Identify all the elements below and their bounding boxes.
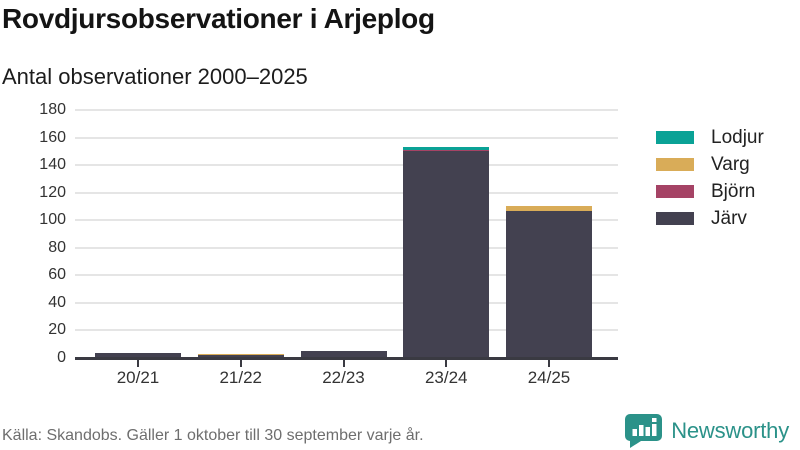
y-tick-label: 120 [39,183,66,201]
chart-subtitle: Antal observationer 2000–2025 [2,64,308,89]
y-tick-label: 100 [39,211,66,229]
legend-label: Järv [711,207,747,229]
legend: Lodjur Varg Björn Järv [656,127,764,229]
y-tick-label: 160 [39,128,66,146]
y-tick-label: 0 [57,349,66,366]
gridline [75,219,618,222]
legend-item-jrv: Järv [656,208,764,229]
chart-title: Rovdjursobservationer i Arjeplog [2,3,435,34]
legend-label: Varg [711,153,750,175]
x-axis-line [75,357,618,360]
legend-swatch [656,158,694,171]
bar-segment-bjrn [403,149,490,152]
legend-item-lodjur: Lodjur [656,127,764,148]
x-tick-label: 22/23 [322,368,365,387]
bar-segment-varg [506,206,592,211]
y-tick-label: 80 [48,238,66,256]
bar-segment-varg [197,353,284,356]
bar-segment-jrv [95,352,181,358]
plot-area [75,109,618,358]
bar-segment-lodjur [403,147,490,150]
newsworthy-logo-icon [625,414,663,448]
x-tick-label: 23/24 [424,368,468,387]
gridline [75,246,618,249]
x-tick-label: 20/21 [116,368,160,387]
gridline [75,164,618,167]
bar-segment-jrv [506,210,592,358]
bar-segment-jrv [197,355,284,358]
x-tick-mark [342,360,345,367]
gridline [75,109,618,111]
newsworthy-logo: Newsworthy [622,413,789,449]
x-tick-mark [239,360,242,367]
y-tick-label: 20 [48,321,66,339]
legend-swatch [656,131,694,144]
newsworthy-logo-text: Newsworthy [671,418,789,443]
y-tick-label: 40 [48,293,66,311]
y-tick-label: 60 [48,266,66,284]
legend-swatch [656,212,694,225]
y-tick-label: 140 [39,156,66,174]
source-note: Källa: Skandobs. Gäller 1 oktober till 3… [2,427,424,444]
x-tick-mark [137,360,139,367]
legend-label: Lodjur [711,126,764,148]
legend-label: Björn [711,180,756,202]
gridline [75,191,618,194]
gridline [75,329,618,332]
gridline [75,274,618,277]
legend-item-varg: Varg [656,154,764,175]
y-tick-label: 180 [39,101,66,118]
x-tick-mark [548,360,550,367]
bar-segment-jrv [403,151,490,358]
legend-item-bjrn: Björn [656,181,764,202]
gridline [75,136,618,139]
x-tick-mark [445,360,448,367]
x-tick-label: 21/22 [219,368,263,387]
bar-segment-jrv [300,351,387,358]
legend-swatch [656,185,694,198]
gridline [75,301,618,304]
x-tick-label: 24/25 [527,368,571,387]
